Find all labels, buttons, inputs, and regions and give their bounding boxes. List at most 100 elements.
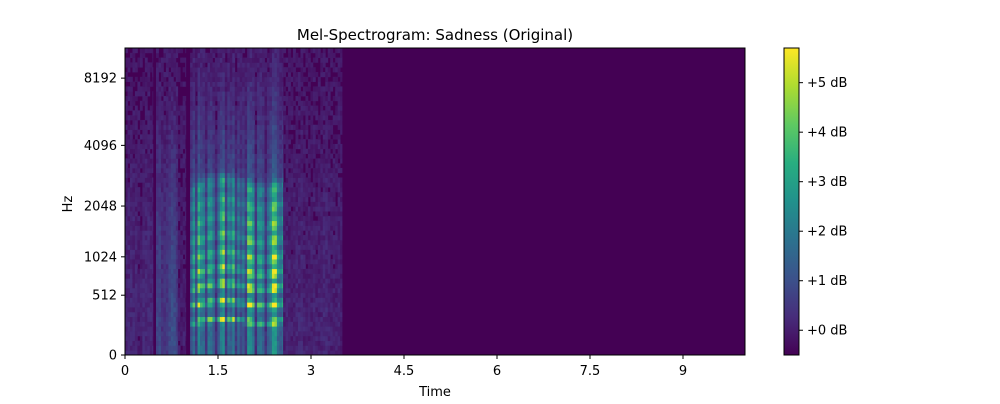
spectrogram-cell bbox=[202, 230, 206, 236]
spectrogram-cell bbox=[332, 307, 336, 313]
spectrogram-cell bbox=[175, 182, 179, 188]
spectrogram-cell bbox=[229, 335, 233, 342]
spectrogram-cell bbox=[297, 292, 301, 298]
spectrogram-cell bbox=[279, 124, 283, 130]
spectrogram-cell bbox=[242, 134, 246, 140]
spectrogram-cell bbox=[229, 139, 233, 145]
spectrogram-cell bbox=[234, 48, 238, 54]
spectrogram-cell bbox=[229, 62, 233, 68]
spectrogram-cell bbox=[259, 95, 263, 102]
spectrogram-cell bbox=[312, 105, 316, 111]
spectrogram-cell bbox=[129, 326, 133, 332]
spectrogram-cell bbox=[144, 139, 148, 145]
spectrogram-cell bbox=[300, 191, 304, 198]
spectrogram-cell bbox=[293, 153, 296, 159]
spectrogram-cell bbox=[127, 302, 131, 308]
spectrogram-cell bbox=[195, 259, 198, 265]
spectrogram-cell bbox=[158, 81, 162, 87]
spectrogram-cell bbox=[182, 100, 186, 106]
spectrogram-cell bbox=[147, 201, 151, 207]
spectrogram-cell bbox=[149, 311, 153, 318]
spectrogram-cell bbox=[132, 249, 136, 255]
spectrogram-cell bbox=[320, 196, 324, 202]
spectrogram-cell bbox=[281, 71, 284, 78]
spectrogram-cell bbox=[209, 134, 213, 140]
spectrogram-cell bbox=[322, 115, 326, 121]
spectrogram-cell bbox=[283, 57, 286, 63]
spectrogram-cell bbox=[232, 230, 236, 236]
spectrogram-cell bbox=[190, 163, 193, 169]
spectrogram-cell bbox=[219, 158, 223, 164]
spectrogram-cell bbox=[307, 105, 311, 111]
spectrogram-cell bbox=[302, 239, 306, 246]
spectrogram-cell bbox=[259, 124, 263, 130]
spectrogram-cell bbox=[232, 119, 236, 126]
spectrogram-cell bbox=[147, 153, 151, 159]
spectrogram-cell bbox=[252, 278, 255, 284]
spectrogram-cell bbox=[160, 297, 164, 303]
spectrogram-cell bbox=[234, 259, 238, 265]
spectrogram-cell bbox=[182, 134, 186, 140]
spectrogram-cell bbox=[322, 91, 326, 97]
spectrogram-cell bbox=[158, 249, 162, 255]
spectrogram-cell bbox=[156, 297, 159, 303]
spectrogram-cell bbox=[147, 350, 151, 355]
spectrogram-cell bbox=[175, 230, 179, 236]
spectrogram-cell bbox=[244, 225, 248, 231]
spectrogram-cell bbox=[207, 187, 211, 193]
spectrogram-cell bbox=[259, 273, 263, 279]
spectrogram-cell bbox=[152, 167, 154, 174]
spectrogram-cell bbox=[197, 230, 201, 236]
spectrogram-cell bbox=[207, 283, 211, 289]
spectrogram-cell bbox=[177, 187, 181, 193]
spectrogram-cell bbox=[300, 220, 304, 226]
spectrogram-cell bbox=[234, 124, 238, 130]
spectrogram-cell bbox=[325, 215, 329, 222]
spectrogram-cell bbox=[214, 220, 218, 226]
spectrogram-cell bbox=[300, 268, 304, 274]
spectrogram-cell bbox=[247, 143, 251, 150]
spectrogram-cell bbox=[127, 143, 131, 150]
spectrogram-cell bbox=[330, 129, 334, 135]
spectrogram-cell bbox=[147, 335, 151, 342]
spectrogram-cell bbox=[302, 335, 306, 342]
spectrogram-cell bbox=[182, 81, 186, 87]
spectrogram-cell bbox=[137, 153, 141, 159]
spectrogram-cell bbox=[156, 302, 159, 308]
spectrogram-cell bbox=[295, 211, 299, 217]
spectrogram-cell bbox=[257, 302, 260, 308]
spectrogram-cell bbox=[165, 91, 169, 97]
spectrogram-cell bbox=[305, 115, 309, 121]
spectrogram-cell bbox=[312, 191, 316, 198]
spectrogram-cell bbox=[173, 297, 177, 303]
spectrogram-cell bbox=[257, 196, 260, 202]
spectrogram-cell bbox=[249, 335, 253, 342]
spectrogram-cell bbox=[185, 124, 187, 130]
spectrogram-cell bbox=[237, 153, 241, 159]
spectrogram-cell bbox=[254, 235, 258, 241]
spectrogram-cell bbox=[312, 177, 316, 183]
spectrogram-cell bbox=[320, 340, 324, 346]
spectrogram-cell bbox=[262, 105, 265, 111]
spectrogram-cell bbox=[288, 335, 291, 342]
spectrogram-cell bbox=[180, 249, 184, 255]
spectrogram-cell bbox=[160, 172, 164, 178]
spectrogram-cell bbox=[281, 52, 284, 58]
spectrogram-cell bbox=[317, 230, 321, 236]
spectrogram-cell bbox=[327, 268, 331, 274]
spectrogram-cell bbox=[285, 100, 289, 106]
spectrogram-cell bbox=[125, 287, 128, 294]
spectrogram-cell bbox=[185, 307, 187, 313]
spectrogram-cell bbox=[297, 187, 301, 193]
spectrogram-cell bbox=[224, 201, 228, 207]
spectrogram-cell bbox=[249, 302, 253, 308]
spectrogram-cell bbox=[224, 331, 228, 337]
spectrogram-cell bbox=[234, 307, 238, 313]
spectrogram-cell bbox=[257, 287, 260, 294]
spectrogram-cell bbox=[177, 134, 181, 140]
spectrogram-cell bbox=[202, 52, 206, 58]
spectrogram-cell bbox=[317, 76, 321, 82]
spectrogram-cell bbox=[212, 211, 216, 217]
spectrogram-cell bbox=[168, 335, 172, 342]
spectrogram-cell bbox=[197, 119, 201, 126]
